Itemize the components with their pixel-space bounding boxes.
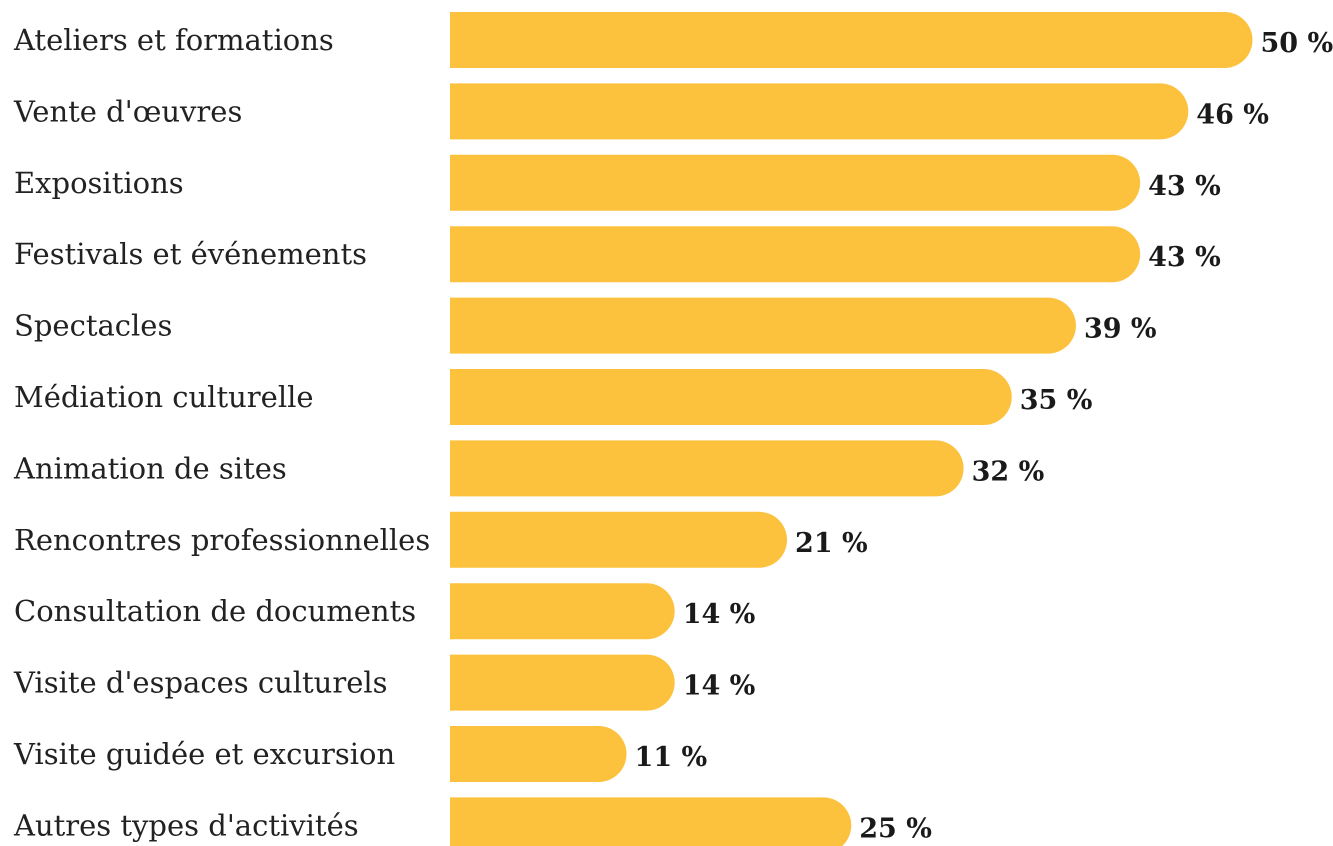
bar-5 xyxy=(450,297,1076,354)
value-label: 43 % xyxy=(1148,171,1221,202)
bar-12 xyxy=(450,797,852,846)
category-label: Expositions xyxy=(14,166,184,200)
category-label: Visite d'espaces culturels xyxy=(13,666,388,700)
bar-11 xyxy=(450,726,627,782)
category-label: Vente d'œuvres xyxy=(13,94,242,128)
category-label: Visite guidée et excursion xyxy=(13,737,395,771)
value-label: 35 % xyxy=(1020,385,1093,416)
category-label: Rencontres professionnelles xyxy=(14,523,430,557)
value-label: 46 % xyxy=(1196,99,1269,130)
category-label: Autres types d'activités xyxy=(13,808,359,842)
category-label: Ateliers et formations xyxy=(13,23,334,57)
category-label: Consultation de documents xyxy=(14,594,416,628)
value-label: 50 % xyxy=(1261,28,1333,59)
bar-1 xyxy=(450,12,1253,68)
value-label: 43 % xyxy=(1148,242,1221,273)
value-label: 25 % xyxy=(859,813,932,844)
bar-10 xyxy=(450,654,675,711)
value-label: 14 % xyxy=(683,671,756,702)
category-label: Spectacles xyxy=(14,309,172,343)
value-label: 32 % xyxy=(972,456,1045,487)
value-label: 11 % xyxy=(635,742,708,773)
bar-9 xyxy=(450,583,675,640)
category-labels-group: Ateliers et formations Vente d'œuvres Expo… xyxy=(13,23,430,842)
bar-3 xyxy=(450,154,1141,211)
category-label: Médiation culturelle xyxy=(14,380,314,414)
bar-7 xyxy=(450,440,964,497)
bar-4 xyxy=(450,226,1141,283)
category-label: Animation de sites xyxy=(13,451,287,485)
value-labels-group: 50 % 46 % 43 % 43 % 39 % 35 % 32 % 21 % 14 % 14 %… xyxy=(635,28,1333,844)
bar-6 xyxy=(450,369,1012,425)
category-label: Festivals et événements xyxy=(14,237,367,271)
bars-group xyxy=(450,12,1253,846)
bar-2 xyxy=(450,83,1189,140)
value-label: 21 % xyxy=(795,528,868,559)
value-label: 14 % xyxy=(683,599,756,630)
bar-8 xyxy=(450,511,788,568)
value-label: 39 % xyxy=(1084,314,1157,345)
